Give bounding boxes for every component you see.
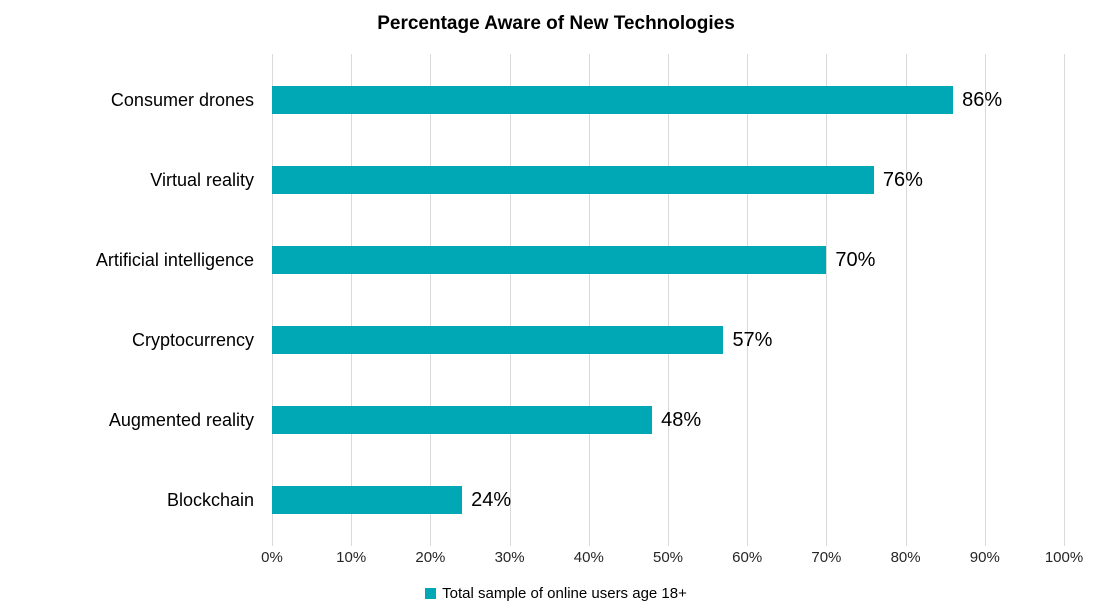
legend-swatch-icon <box>425 588 437 599</box>
gridline <box>272 54 273 546</box>
legend-label: Total sample of online users age 18+ <box>442 585 687 602</box>
value-label: 48% <box>661 408 702 431</box>
bar-row: Virtual reality 76% <box>0 140 1112 220</box>
bar <box>272 246 827 274</box>
category-label: Cryptocurrency <box>131 329 254 350</box>
bar-row: Augmented reality 48% <box>0 380 1112 460</box>
chart-title: Percentage Aware of New Technologies <box>377 13 735 34</box>
plot-area: Consumer drones 86% Virtual reality 76% Arti… <box>0 54 1112 546</box>
x-tick-label: 30% <box>494 549 525 566</box>
x-tick-label: 80% <box>890 549 921 566</box>
x-tick-label: 50% <box>652 549 684 566</box>
gridline <box>905 54 907 546</box>
category-label: Artificial intelligence <box>95 249 254 270</box>
gridline <box>351 54 353 546</box>
x-tick-label: 60% <box>732 549 763 566</box>
gridline <box>588 54 590 546</box>
gridlines <box>272 54 1065 546</box>
x-tick-label: 0% <box>261 549 283 566</box>
gridline <box>826 54 828 546</box>
bar-row: Consumer drones 86% <box>0 60 1112 140</box>
bar-rows: Consumer drones 86% Virtual reality 76% Arti… <box>0 60 1112 540</box>
value-label: 70% <box>835 248 876 271</box>
category-label: Augmented reality <box>108 409 254 430</box>
category-label: Consumer drones <box>110 89 254 110</box>
category-label: Virtual reality <box>150 169 254 190</box>
x-axis: 0% 10% 20% 30% 40% 50% 60% 70% 80% 90% 100% <box>261 549 1083 569</box>
x-tick-label: 100% <box>1044 549 1084 566</box>
x-tick-label: 70% <box>811 549 842 566</box>
legend: Total sample of online users age 18+ <box>0 585 1112 602</box>
category-label: Blockchain <box>166 489 254 510</box>
bar <box>272 406 653 434</box>
gridline <box>430 54 432 546</box>
bar-row: Artificial intelligence 70% <box>0 220 1112 300</box>
gridline <box>747 54 749 546</box>
bar <box>272 326 724 354</box>
value-label: 57% <box>732 328 773 351</box>
gridline <box>509 54 511 546</box>
x-tick-label: 10% <box>336 549 367 566</box>
bar-row: Blockchain 24% <box>0 460 1112 540</box>
x-tick-label: 90% <box>969 549 1000 566</box>
bar <box>272 86 954 114</box>
value-label: 24% <box>471 488 512 511</box>
value-label: 86% <box>962 88 1003 111</box>
bar <box>272 166 874 194</box>
gridline <box>668 54 669 546</box>
gridline <box>984 54 986 546</box>
gridline <box>1064 54 1065 546</box>
x-tick-label: 20% <box>415 549 446 566</box>
bar-row: Cryptocurrency 57% <box>0 300 1112 380</box>
bar <box>272 486 463 514</box>
x-tick-label: 40% <box>573 549 604 566</box>
value-label: 76% <box>882 168 923 191</box>
